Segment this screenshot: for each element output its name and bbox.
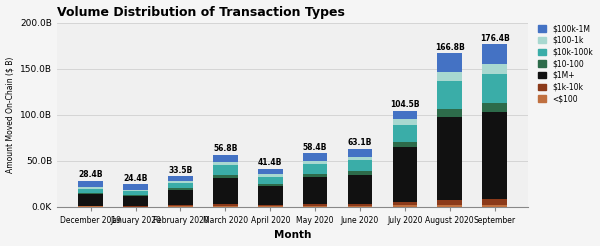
Bar <box>437 53 462 72</box>
Bar <box>437 109 462 117</box>
Bar <box>258 185 283 205</box>
Bar <box>303 174 328 177</box>
Bar <box>303 164 328 174</box>
Bar <box>79 194 103 206</box>
Text: 56.8B: 56.8B <box>213 144 238 153</box>
Bar <box>123 191 148 195</box>
Y-axis label: Amount Moved On-Chain ($ B): Amount Moved On-Chain ($ B) <box>5 57 14 173</box>
Bar <box>392 110 417 119</box>
Bar <box>213 178 238 204</box>
Bar <box>168 206 193 207</box>
Bar <box>168 190 193 205</box>
Bar <box>482 112 507 199</box>
Bar <box>79 181 103 187</box>
Bar <box>213 162 238 165</box>
Bar <box>482 205 507 207</box>
Bar <box>258 169 283 174</box>
Bar <box>303 206 328 207</box>
Bar <box>392 142 417 147</box>
Text: 176.4B: 176.4B <box>480 34 509 43</box>
Text: 24.4B: 24.4B <box>124 174 148 183</box>
Bar <box>347 160 373 171</box>
Text: 63.1B: 63.1B <box>348 138 372 147</box>
Bar <box>79 206 103 207</box>
Bar <box>258 206 283 207</box>
Legend: $100k-1M, $100-1k, $10k-100k, $10-100, $1M+, $1k-10k, <$100: $100k-1M, $100-1k, $10k-100k, $10-100, $… <box>537 23 595 105</box>
Text: 28.4B: 28.4B <box>79 170 103 179</box>
Bar <box>303 204 328 206</box>
Bar <box>482 64 507 74</box>
Bar <box>123 206 148 207</box>
Bar <box>347 204 373 206</box>
Bar <box>213 165 238 175</box>
Bar <box>258 184 283 185</box>
Bar <box>213 175 238 178</box>
Bar <box>437 200 462 205</box>
Bar <box>392 205 417 207</box>
Bar <box>79 188 103 193</box>
Bar <box>258 205 283 206</box>
Bar <box>303 161 328 164</box>
Bar <box>482 103 507 112</box>
Bar <box>258 174 283 177</box>
Text: 41.4B: 41.4B <box>258 158 283 167</box>
Bar <box>303 153 328 161</box>
Bar <box>347 156 373 160</box>
Text: 58.4B: 58.4B <box>303 143 328 152</box>
Bar <box>168 181 193 183</box>
Bar <box>347 171 373 174</box>
Bar <box>123 195 148 196</box>
Text: 33.5B: 33.5B <box>169 166 193 175</box>
Bar <box>123 190 148 191</box>
Bar <box>168 176 193 181</box>
Text: Volume Distribution of Transaction Types: Volume Distribution of Transaction Types <box>57 6 345 18</box>
Bar <box>258 177 283 184</box>
Bar <box>437 117 462 200</box>
Bar <box>213 204 238 206</box>
Bar <box>213 206 238 207</box>
Bar <box>168 183 193 188</box>
Bar <box>168 188 193 190</box>
Bar <box>123 184 148 190</box>
Bar <box>213 154 238 162</box>
Bar <box>482 44 507 64</box>
Bar <box>392 202 417 205</box>
Bar <box>437 72 462 81</box>
Bar <box>347 206 373 207</box>
Bar <box>437 205 462 207</box>
Bar <box>168 205 193 206</box>
Bar <box>437 81 462 109</box>
Bar <box>123 196 148 206</box>
Bar <box>347 174 373 204</box>
Bar <box>303 177 328 204</box>
Bar <box>392 125 417 142</box>
Bar <box>79 187 103 188</box>
Bar <box>392 147 417 202</box>
X-axis label: Month: Month <box>274 231 311 240</box>
Bar <box>482 74 507 103</box>
Text: 166.8B: 166.8B <box>435 43 464 52</box>
Bar <box>482 199 507 205</box>
Text: 104.5B: 104.5B <box>390 100 419 109</box>
Bar <box>392 119 417 125</box>
Bar <box>347 149 373 156</box>
Bar <box>79 193 103 194</box>
